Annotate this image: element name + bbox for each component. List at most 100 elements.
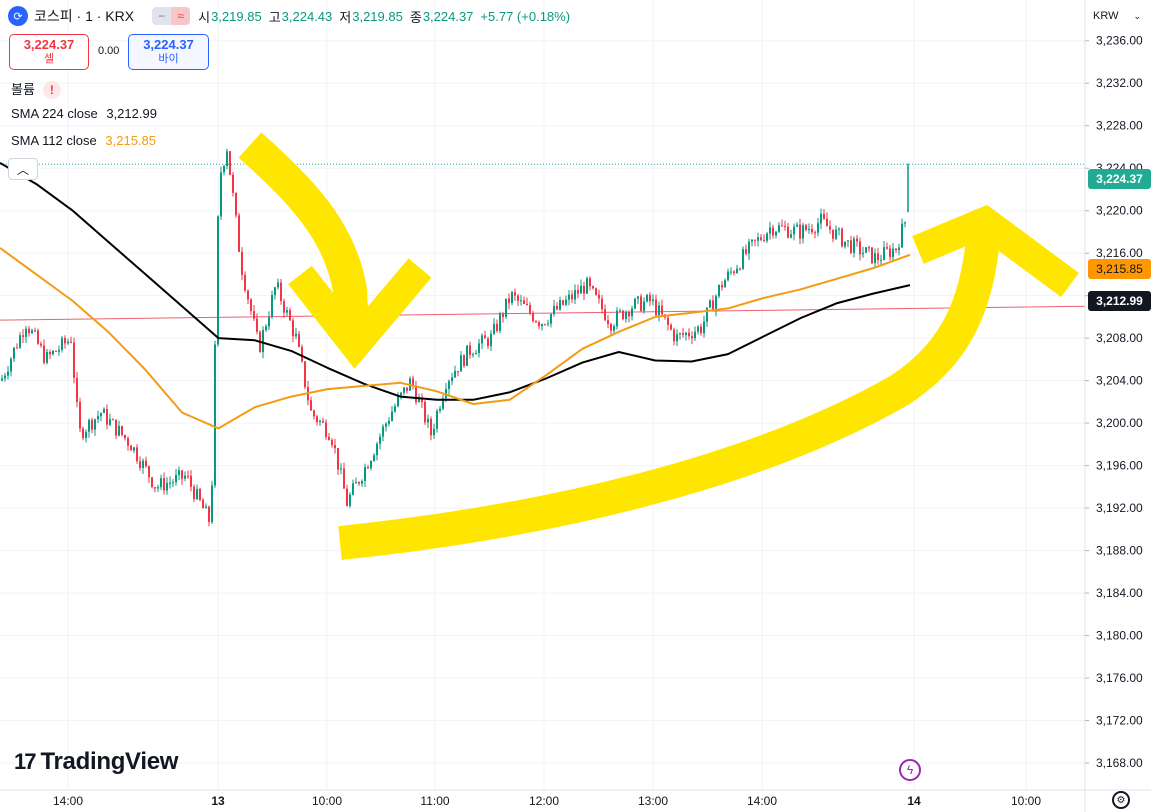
candle-body <box>202 499 204 509</box>
candle-body <box>184 475 186 479</box>
candle-body <box>67 341 69 344</box>
candle-body <box>601 298 603 310</box>
candle-body <box>604 309 606 321</box>
candle-body <box>421 398 423 402</box>
candle-body <box>214 344 216 486</box>
candle-body <box>757 237 759 241</box>
candlestick-series <box>1 148 909 527</box>
candle-body <box>460 355 462 372</box>
lightning-icon[interactable]: ϟ <box>899 759 921 781</box>
candle-body <box>547 323 549 325</box>
candle-body <box>475 353 477 355</box>
symbol-name[interactable]: 코스피 · 1 · KRX <box>34 8 135 24</box>
open-value: 3,219.85 <box>211 8 262 24</box>
candle-body <box>760 237 762 240</box>
candle-body <box>733 271 735 273</box>
candle-body <box>343 468 345 489</box>
candle-body <box>145 460 147 467</box>
minus-icon[interactable]: − <box>152 7 172 25</box>
candle-body <box>739 268 741 270</box>
candle-body <box>322 420 324 423</box>
candle-body <box>31 330 33 334</box>
time-axis: 14:00 13 10:00 11:00 12:00 13:00 14:00 14 10:00 <box>53 794 1041 808</box>
high-label: 고 <box>268 9 281 25</box>
sma112-legend[interactable]: SMA 112 close 3,215.85 <box>11 133 156 148</box>
candle-body <box>709 300 711 308</box>
candle-body <box>556 306 558 310</box>
candle-body <box>481 335 483 344</box>
x-tick-label: 13:00 <box>638 794 668 808</box>
candle-body <box>1 378 3 381</box>
candle-body <box>631 308 633 317</box>
candle-body <box>817 223 819 233</box>
tradingview-logo[interactable]: 17 TradingView <box>14 748 178 776</box>
candle-body <box>727 271 729 281</box>
low-value: 3,219.85 <box>352 8 403 24</box>
candle-body <box>691 336 693 339</box>
buy-button[interactable]: 3,224.37 바이 <box>128 34 209 70</box>
candle-body <box>775 231 777 236</box>
candle-body <box>571 294 573 300</box>
candle-body <box>703 321 705 334</box>
y-tick-label: 3,184.00 <box>1096 586 1143 600</box>
volume-indicator[interactable]: 볼륨! <box>11 79 61 99</box>
candle-body <box>205 506 207 509</box>
candle-body <box>406 387 408 391</box>
candle-body <box>502 313 504 317</box>
candle-body <box>448 381 450 390</box>
candle-body <box>118 425 120 436</box>
candle-body <box>283 301 285 313</box>
candle-body <box>301 346 303 362</box>
candle-body <box>490 333 492 347</box>
candle-body <box>562 300 564 305</box>
change-value: +5.77 (+0.18%) <box>480 8 571 24</box>
chevron-up-icon: ︿ <box>16 162 29 177</box>
candle-body <box>622 310 624 320</box>
candle-body <box>793 226 795 235</box>
y-tick-label: 3,196.00 <box>1096 459 1143 473</box>
candle-body <box>52 350 54 355</box>
chart-toggle[interactable]: − ≈ <box>152 7 191 25</box>
candle-body <box>634 298 636 309</box>
candle-body <box>799 224 801 239</box>
candle-body <box>319 420 321 423</box>
candle-body <box>64 338 66 344</box>
candle-body <box>655 299 657 316</box>
candle-body <box>370 461 372 469</box>
candle-body <box>166 482 168 491</box>
candle-body <box>826 218 828 227</box>
candle-body <box>625 311 627 320</box>
candle-body <box>868 247 870 249</box>
candle-body <box>904 222 906 224</box>
candle-body <box>802 225 804 239</box>
candle-body <box>670 324 672 330</box>
gear-icon[interactable]: ⚙ <box>1112 791 1130 809</box>
candle-body <box>424 401 426 423</box>
candle-body <box>310 400 312 411</box>
candle-body <box>496 323 498 331</box>
candle-body <box>400 392 402 397</box>
x-tick-label: 10:00 <box>1011 794 1041 808</box>
refresh-icon[interactable]: ⟳ <box>8 6 28 26</box>
candle-body <box>199 488 201 500</box>
candle-body <box>613 326 615 331</box>
currency-select[interactable]: KRW ⌄ <box>1087 4 1147 28</box>
candle-body <box>871 247 873 264</box>
y-tick-label: 3,232.00 <box>1096 76 1143 90</box>
spread-value: 0.00 <box>98 45 120 57</box>
candle-body <box>478 343 480 354</box>
sma224-legend[interactable]: SMA 224 close 3,212.99 <box>11 106 157 121</box>
candle-body <box>355 482 357 484</box>
candle-body <box>559 300 561 310</box>
collapse-legend-button[interactable]: ︿ <box>8 158 38 180</box>
candle-body <box>334 445 336 449</box>
sell-label: 셀 <box>43 53 55 65</box>
candle-body <box>385 423 387 427</box>
wave-icon[interactable]: ≈ <box>171 7 191 25</box>
warning-icon[interactable]: ! <box>42 81 61 99</box>
candle-body <box>217 216 219 345</box>
sell-button[interactable]: 3,224.37 셀 <box>9 34 89 70</box>
candle-body <box>79 401 81 429</box>
